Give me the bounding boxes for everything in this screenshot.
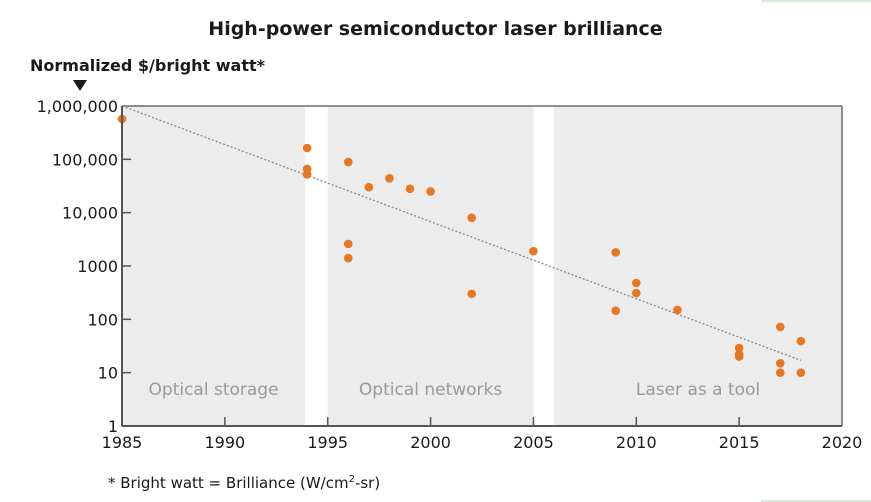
- footnote-sup: 2: [348, 474, 355, 485]
- region-band-2: [554, 106, 842, 426]
- data-point-17: [631, 288, 641, 298]
- down-arrow-icon: [73, 80, 87, 91]
- footnote-suffix: -sr): [354, 474, 381, 492]
- chart-title: High-power semiconductor laser brillianc…: [208, 18, 663, 40]
- region-label-1: Optical networks: [359, 380, 502, 400]
- footnote: * Bright watt = Brilliance (W/cm2-sr): [108, 474, 380, 492]
- region-label-2: Laser as a tool: [636, 380, 760, 400]
- data-point-3: [302, 170, 312, 179]
- data-point-23: [775, 358, 785, 368]
- data-point-26: [796, 368, 806, 377]
- y-tick-label-2: 100: [87, 310, 118, 329]
- data-point-7: [364, 182, 374, 192]
- data-point-10: [426, 187, 435, 196]
- data-point-16: [631, 278, 641, 288]
- data-point-13: [529, 246, 538, 256]
- data-point-1: [302, 143, 312, 153]
- x-tick-label-5: 2010: [616, 433, 657, 452]
- x-tick-label-3: 2000: [410, 433, 451, 452]
- data-point-4: [343, 157, 353, 167]
- y-tick-label-3: 1000: [77, 257, 118, 276]
- data-point-14: [611, 248, 621, 257]
- region-label-0: Optical storage: [149, 380, 279, 400]
- y-axis-label: Normalized $/bright watt*: [30, 56, 266, 75]
- data-point-25: [796, 336, 806, 346]
- x-tick-label-2: 1995: [307, 433, 348, 452]
- data-point-15: [611, 306, 621, 316]
- data-point-11: [467, 213, 477, 223]
- y-tick-label-5: 100,000: [52, 150, 118, 169]
- y-tick-label-6: 1,000,000: [37, 97, 118, 116]
- data-point-9: [405, 184, 415, 194]
- data-point-6: [343, 253, 353, 263]
- data-point-19: [734, 343, 744, 353]
- x-tick-label-4: 2005: [513, 433, 554, 452]
- data-point-8: [385, 174, 394, 183]
- footnote-prefix: * Bright watt = Brilliance (W/cm: [108, 474, 349, 492]
- data-point-18: [673, 305, 682, 315]
- x-tick-label-1: 1990: [204, 433, 245, 452]
- y-tick-label-0: 1: [108, 417, 118, 436]
- data-point-12: [467, 289, 477, 299]
- data-point-21: [734, 352, 744, 361]
- trend-line: [121, 105, 802, 361]
- y-tick-label-1: 10: [98, 364, 118, 383]
- region-band-1: [327, 106, 534, 426]
- data-point-24: [775, 368, 785, 377]
- y-tick-label-4: 10,000: [62, 204, 118, 223]
- x-tick-label-6: 2015: [719, 433, 760, 452]
- corner-accent-top: [761, 0, 871, 2]
- data-point-5: [343, 239, 353, 249]
- region-band-0: [122, 106, 306, 426]
- corner-accent-bottom: [761, 500, 871, 502]
- x-tick-label-0: 1985: [102, 433, 143, 452]
- x-tick-label-7: 2020: [822, 433, 863, 452]
- data-point-22: [775, 322, 785, 332]
